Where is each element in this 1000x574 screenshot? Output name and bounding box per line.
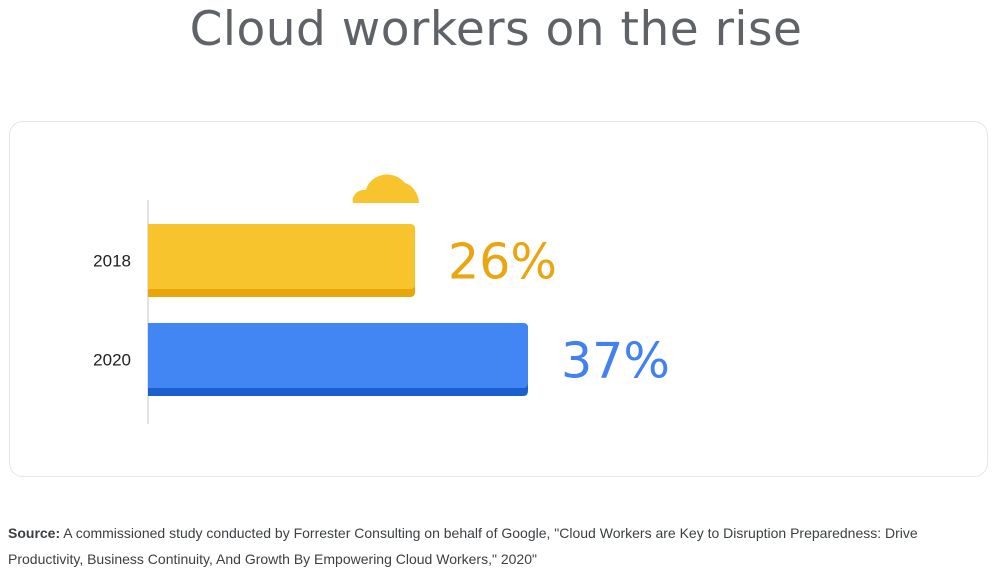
source-note: Source: A commissioned study conducted b… xyxy=(8,520,988,572)
bar-2018 xyxy=(148,224,416,289)
category-label: 2018 xyxy=(93,252,131,271)
chart-title: Cloud workers on the rise xyxy=(189,2,803,57)
source-text: A commissioned study conducted by Forres… xyxy=(8,525,918,567)
cloud-icon xyxy=(352,174,419,203)
value-label: 37% xyxy=(561,333,670,390)
category-label: 2020 xyxy=(93,351,131,370)
source-label: Source: xyxy=(8,525,61,541)
bars-group: 2018 26% 2020 37% xyxy=(93,224,670,396)
bar-2020 xyxy=(148,323,528,388)
cloud-shape xyxy=(352,174,419,203)
chart-card xyxy=(9,121,988,477)
value-label: 26% xyxy=(448,234,557,291)
